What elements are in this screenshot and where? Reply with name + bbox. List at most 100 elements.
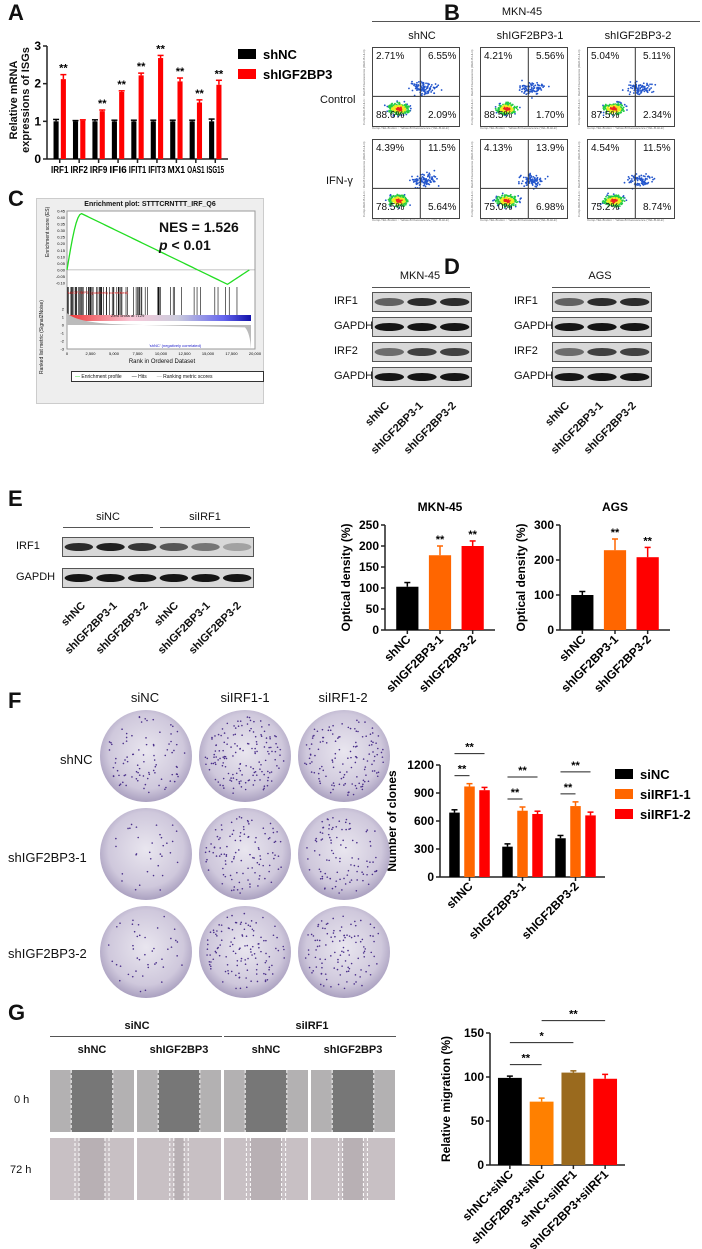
colony	[208, 850, 211, 853]
colony	[143, 760, 145, 763]
event-dot	[530, 90, 533, 93]
colony	[358, 721, 360, 723]
bar	[603, 550, 627, 630]
colony	[241, 887, 244, 890]
event-dot	[629, 84, 632, 87]
colony	[344, 883, 347, 885]
colony	[236, 960, 239, 962]
colony	[240, 786, 243, 788]
event-dot	[501, 105, 504, 108]
event-dot	[650, 87, 653, 89]
event-dot	[424, 88, 427, 91]
event-dot	[407, 111, 410, 114]
event-dot	[519, 86, 521, 89]
event-dot	[386, 105, 389, 108]
colony	[262, 916, 264, 919]
y-axis-label: Comp-RED-B-HLin :: Red-B Fluorescence (R…	[577, 141, 581, 217]
event-dot	[399, 112, 402, 115]
colony	[325, 978, 328, 981]
colony	[233, 725, 235, 727]
wound-gap	[245, 1138, 287, 1200]
colony	[268, 966, 271, 969]
colony	[221, 728, 224, 730]
colony	[227, 972, 230, 975]
y-tick-label: 200	[534, 553, 554, 567]
colony	[332, 826, 334, 829]
protein-band	[374, 323, 405, 331]
event-dot	[494, 107, 497, 110]
event-dot	[617, 194, 620, 197]
colony	[116, 769, 119, 772]
event-dot	[510, 201, 513, 204]
colony	[213, 753, 216, 756]
colony	[324, 887, 326, 889]
significance-marker: **	[98, 98, 107, 110]
event-dot	[391, 103, 393, 106]
colony	[308, 868, 311, 871]
colony	[362, 779, 365, 782]
colony	[239, 748, 241, 750]
protein-band	[554, 323, 585, 331]
colony-plate	[100, 710, 192, 802]
flow-cytometry-plot	[372, 139, 460, 219]
colony	[209, 931, 212, 933]
wound-healing-image	[50, 1138, 134, 1200]
colony	[252, 767, 255, 770]
event-dot	[514, 205, 517, 208]
colony	[260, 735, 263, 737]
colony	[136, 779, 139, 782]
colony	[377, 932, 380, 935]
colony	[369, 845, 372, 847]
es-tick-label: -0.10	[56, 281, 66, 286]
colony	[263, 787, 265, 790]
event-dot	[615, 112, 618, 115]
event-dot	[392, 114, 395, 117]
colony	[373, 760, 375, 762]
x-tick-label: MX1	[168, 165, 186, 176]
colony	[240, 957, 243, 960]
colony	[249, 719, 252, 722]
event-dot	[397, 107, 399, 110]
colonies	[304, 915, 380, 990]
colony	[122, 742, 125, 745]
event-dot	[519, 201, 521, 204]
colony	[381, 756, 384, 758]
colony	[373, 955, 375, 958]
colony	[251, 867, 254, 869]
event-dot	[403, 193, 406, 196]
colony	[135, 777, 138, 780]
protein-band	[407, 348, 437, 356]
event-dot	[518, 182, 520, 185]
colony	[371, 770, 374, 772]
column-label: shNC	[251, 1044, 281, 1056]
event-dot	[641, 85, 644, 88]
cell-line-label: MKN-45	[501, 6, 543, 18]
colony	[339, 771, 341, 774]
x-axis-label: Rank in Ordered Dataset	[128, 359, 196, 365]
event-dot	[528, 81, 531, 84]
colony	[358, 782, 360, 785]
protein-band	[587, 298, 617, 306]
event-dot	[426, 85, 429, 88]
colony	[353, 935, 356, 938]
colony	[169, 780, 172, 782]
colony	[131, 734, 133, 737]
event-dot	[651, 83, 653, 86]
event-dot	[418, 88, 421, 91]
colony	[266, 779, 269, 782]
colony	[336, 871, 339, 874]
protein-band	[407, 373, 437, 381]
colony	[243, 828, 245, 831]
colony	[222, 749, 224, 752]
colony	[314, 839, 317, 842]
colony	[173, 928, 176, 930]
colony	[307, 934, 309, 936]
event-dot	[525, 87, 528, 90]
event-dot	[544, 178, 547, 180]
colony	[315, 949, 317, 951]
colony	[364, 766, 367, 768]
colony	[235, 921, 238, 924]
event-dot	[529, 176, 531, 179]
event-dot	[514, 112, 516, 115]
event-dot	[617, 102, 620, 104]
